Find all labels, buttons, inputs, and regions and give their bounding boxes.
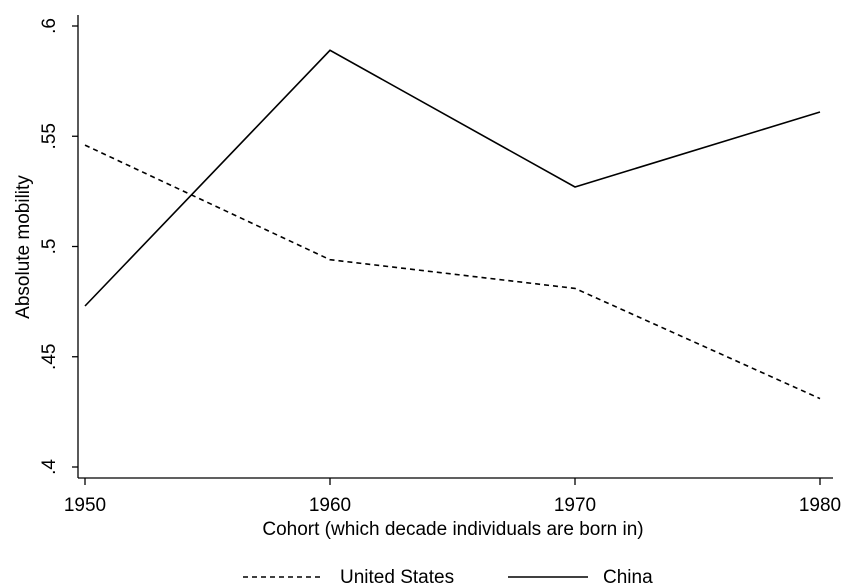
- y-tick-label: .55: [39, 123, 60, 149]
- x-tick-label: 1950: [64, 495, 106, 516]
- y-tick-label: .45: [39, 344, 60, 370]
- legend-label-china: China: [603, 567, 653, 586]
- series-line-united-states: [84, 144, 821, 400]
- y-tick-label: .4: [39, 459, 60, 475]
- y-axis-label: Absolute mobility: [13, 175, 34, 319]
- x-tick-label: 1960: [309, 495, 351, 516]
- y-tick-label: .5: [39, 239, 60, 255]
- y-axis-ticks: .4 .45 .5 .55 .6: [39, 18, 78, 475]
- legend: United States China: [243, 567, 653, 586]
- legend-label-united-states: United States: [340, 567, 454, 586]
- series-line-china: [84, 49, 821, 307]
- y-tick-label: .6: [39, 18, 60, 34]
- x-tick-label: 1980: [799, 495, 841, 516]
- x-axis-label: Cohort (which decade individuals are bor…: [262, 519, 643, 540]
- x-tick-label: 1970: [554, 495, 596, 516]
- x-axis-ticks: 1950 1960 1970 1980: [64, 478, 841, 516]
- series-lines: [84, 49, 821, 400]
